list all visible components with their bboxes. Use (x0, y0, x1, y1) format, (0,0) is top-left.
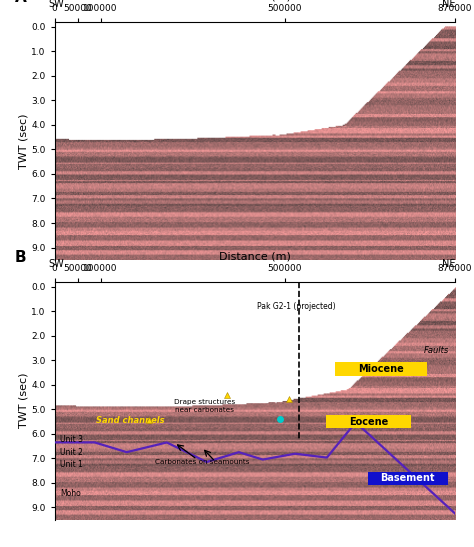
Y-axis label: TWT (sec): TWT (sec) (18, 373, 28, 428)
Text: Eocene: Eocene (349, 417, 388, 427)
Text: Unit 2: Unit 2 (60, 447, 83, 457)
X-axis label: Distance (m): Distance (m) (219, 0, 291, 2)
Text: A: A (15, 0, 26, 5)
Text: Pak G2-1 (projected): Pak G2-1 (projected) (257, 302, 336, 311)
Text: SW: SW (48, 0, 64, 9)
Text: B: B (15, 250, 26, 265)
Text: Miocene: Miocene (358, 364, 404, 374)
Text: NE: NE (442, 0, 456, 9)
Text: SW: SW (48, 259, 64, 269)
Text: Drape structures
near carbonates: Drape structures near carbonates (173, 399, 235, 413)
Text: Sand channels: Sand channels (96, 416, 165, 425)
Text: Unit 1: Unit 1 (60, 460, 83, 469)
Y-axis label: TWT (sec): TWT (sec) (18, 113, 28, 168)
Text: Unit 3: Unit 3 (60, 435, 83, 444)
X-axis label: Distance (m): Distance (m) (219, 252, 291, 261)
FancyBboxPatch shape (335, 363, 428, 376)
Text: Moho: Moho (60, 490, 81, 498)
FancyBboxPatch shape (326, 415, 411, 428)
Text: Faults: Faults (424, 346, 449, 355)
Text: Basement: Basement (381, 473, 435, 483)
Text: NE: NE (442, 259, 456, 269)
Text: Carbonates on seamounts: Carbonates on seamounts (155, 459, 249, 465)
FancyBboxPatch shape (367, 472, 448, 485)
